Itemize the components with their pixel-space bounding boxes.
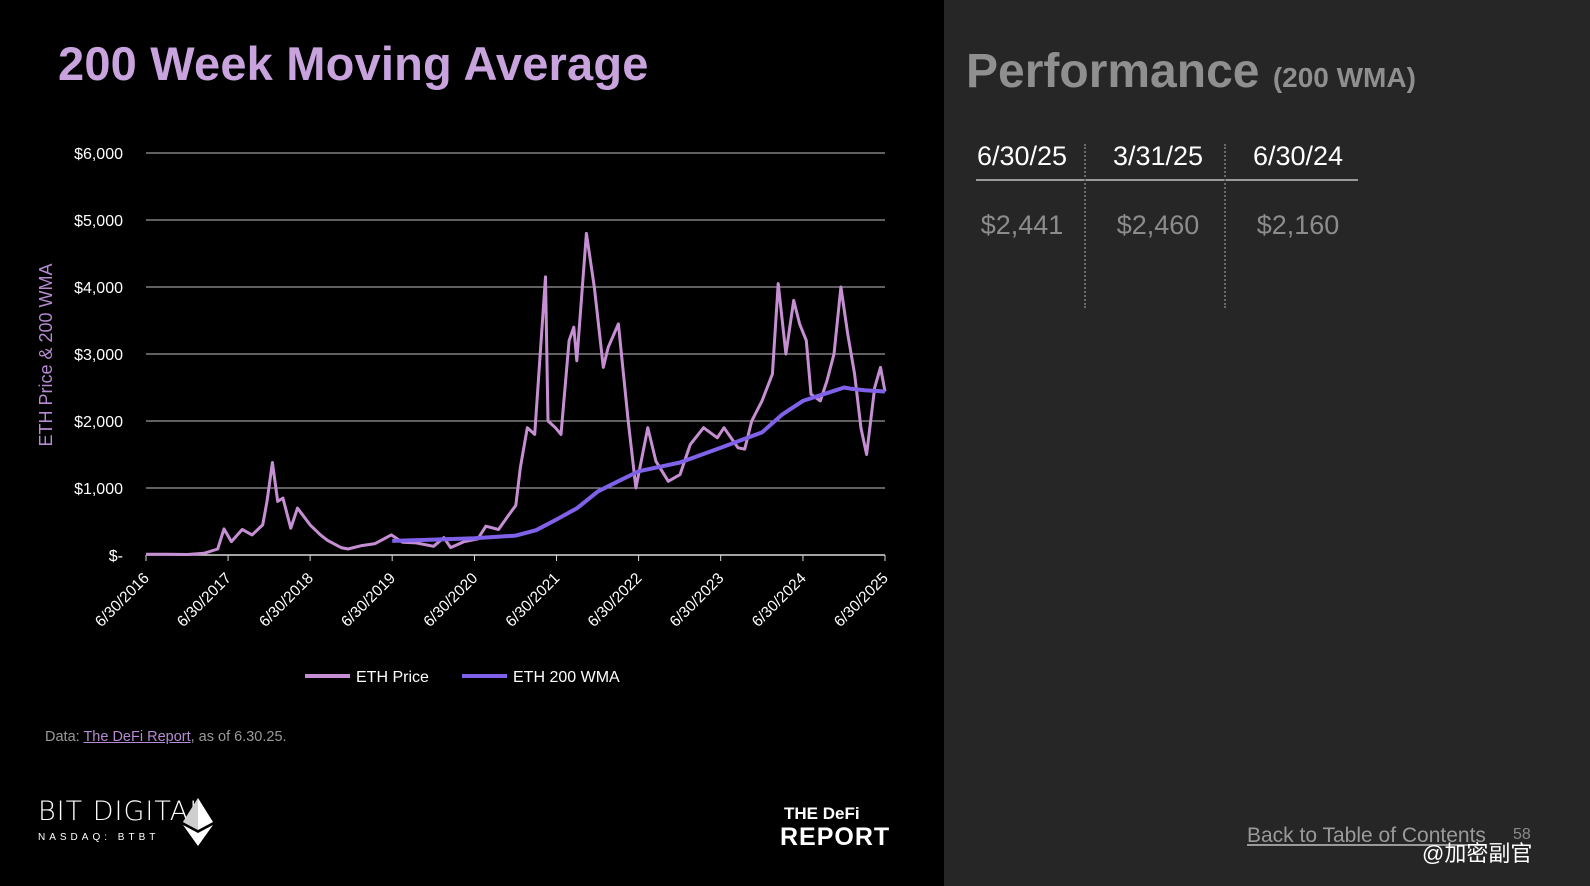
performance-title-main: Performance xyxy=(966,45,1260,98)
page-number: 58 xyxy=(1513,826,1531,843)
defi-report-top: THE DeFi xyxy=(784,804,860,823)
perf-column-3: 6/30/24 $2,160 xyxy=(1244,136,1352,241)
performance-subtitle: (200 WMA) xyxy=(1272,62,1416,93)
eth-price-line xyxy=(146,231,887,556)
perf-divider-2 xyxy=(1224,144,1226,308)
bit-digital-name: BIT DIGITAL xyxy=(38,796,206,827)
x-tick-label: 6/30/2025 xyxy=(831,570,892,631)
series-lines xyxy=(146,231,887,556)
perf-column-1: 6/30/25 $2,441 xyxy=(968,136,1076,241)
perf-value-2: $2,460 xyxy=(1116,210,1200,240)
y-tick-labels: $- $1,000 $2,000 $3,000 $4,000 $5,000 $6,000 xyxy=(74,146,123,565)
eth-200-wma-line xyxy=(392,385,886,543)
y-tick-label: $6,000 xyxy=(74,146,123,163)
x-tick-label: 6/30/2022 xyxy=(585,570,646,631)
x-tick-label: 6/30/2023 xyxy=(667,570,728,631)
x-tick-label: 6/30/2021 xyxy=(503,570,564,631)
perf-date-3: 6/30/24 xyxy=(1252,141,1344,171)
source-prefix: Data: xyxy=(45,729,84,745)
x-tick-label: 6/30/2017 xyxy=(174,570,235,631)
x-tick-label: 6/30/2020 xyxy=(421,570,482,631)
y-tick-label: $1,000 xyxy=(74,481,123,498)
watermark-text: @加密副官 xyxy=(1422,841,1533,866)
x-tick-label: 6/30/2019 xyxy=(338,570,399,631)
y-tick-label: $- xyxy=(109,548,123,565)
perf-value-1: $2,441 xyxy=(980,210,1064,240)
x-tick-labels: 6/30/2016 6/30/2017 6/30/2018 6/30/2019 6/30… xyxy=(92,570,892,631)
x-tick-label: 6/30/2016 xyxy=(92,570,153,631)
x-tick-label: 6/30/2018 xyxy=(256,570,317,631)
legend-eth-wma-label: ETH 200 WMA xyxy=(513,669,620,686)
y-tick-label: $4,000 xyxy=(74,280,123,297)
bit-digital-ticker: NASDAQ: BTBT xyxy=(38,832,160,843)
defi-report-logo: THE DeFi REPORT xyxy=(780,804,890,851)
performance-title: Performance (200 WMA) xyxy=(966,44,1416,99)
y-axis-label: ETH Price & 200 WMA xyxy=(36,263,56,446)
back-to-toc-link[interactable]: Back to Table of Contents xyxy=(1247,824,1486,847)
perf-date-2: 3/31/25 xyxy=(1112,141,1204,171)
bit-digital-logo: BIT DIGITAL NASDAQ: BTBT xyxy=(38,796,206,844)
perf-column-2: 3/31/25 $2,460 xyxy=(1104,136,1212,241)
perf-divider-1 xyxy=(1084,144,1086,308)
source-link[interactable]: The DeFi Report xyxy=(83,729,191,745)
chart-panel: 200 Week Moving Average $- $1,000 $2,000 $3… xyxy=(36,37,892,851)
performance-panel: Performance (200 WMA) 6/30/25 $2,441 3/3… xyxy=(944,0,1590,886)
legend-eth-price-label: ETH Price xyxy=(356,669,429,686)
defi-report-bottom: REPORT xyxy=(780,823,890,851)
source-note: Data: The DeFi Report, as of 6.30.25. xyxy=(45,729,287,745)
chart-svg: $- $1,000 $2,000 $3,000 $4,000 $5,000 $6,000 6… xyxy=(36,146,892,686)
source-suffix: , as of 6.30.25. xyxy=(190,729,287,745)
y-tick-label: $2,000 xyxy=(74,414,123,431)
perf-value-3: $2,160 xyxy=(1256,210,1340,240)
perf-header-rule xyxy=(976,179,1358,181)
y-tick-label: $3,000 xyxy=(74,347,123,364)
x-tick-label: 6/30/2024 xyxy=(749,570,810,631)
perf-date-1: 6/30/25 xyxy=(976,141,1068,171)
ethereum-icon xyxy=(183,798,213,846)
legend: ETH Price ETH 200 WMA xyxy=(305,669,620,686)
slide-title: 200 Week Moving Average xyxy=(58,37,649,90)
y-tick-label: $5,000 xyxy=(74,213,123,230)
